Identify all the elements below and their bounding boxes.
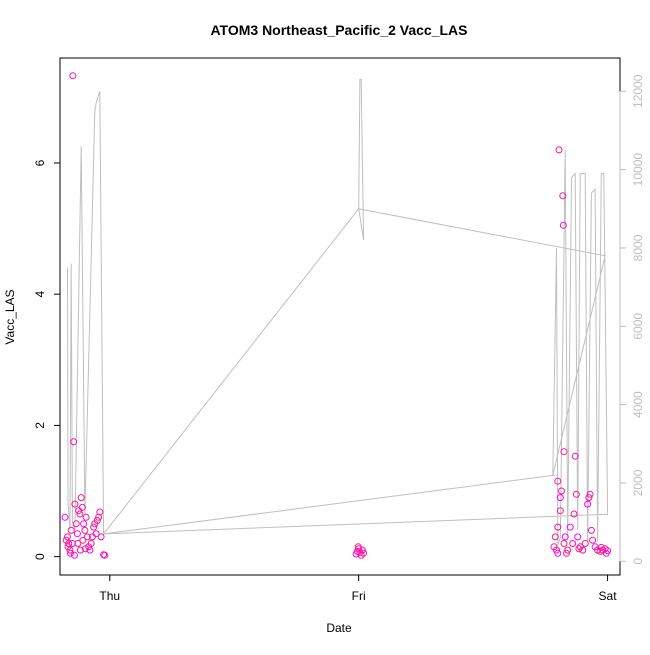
data-point [96,508,104,516]
data-point [556,494,564,502]
data-point [566,523,574,531]
data-point [76,510,84,518]
data-point [585,494,593,502]
data-point [554,477,562,485]
x-axis-label: Date [326,621,352,635]
data-point [79,536,87,544]
data-point [81,545,89,553]
data-point [551,533,559,541]
data-point [559,221,567,229]
data-point [74,540,82,547]
data-point [560,448,568,456]
x-tick-label: Sat [599,589,618,603]
data-point [87,540,95,547]
data-point [70,438,78,446]
x-axis: Thu Fri Sat [99,575,617,603]
y2-tick-label: 6000 [631,313,645,340]
y-axis: 0 2 4 6 [33,159,60,560]
data-point [86,546,94,554]
data-point [77,494,85,502]
y2-tick-label: 12000 [631,74,645,108]
data-point [589,536,597,544]
data-point [358,546,366,554]
y2-tick-label: 2000 [631,469,645,496]
data-point [61,513,69,521]
data-point [76,546,84,554]
altitude-line [67,79,609,546]
data-point [92,530,100,538]
data-point [78,503,86,511]
data-point [69,72,77,80]
y-tick-label: 0 [33,553,47,560]
data-point [569,540,577,547]
data-point [574,533,582,541]
data-point [587,526,595,534]
data-point [561,533,569,541]
data-point [354,543,362,551]
data-point [602,549,610,557]
data-point [579,546,587,554]
data-point [360,549,368,557]
data-point [73,530,81,538]
data-point [70,551,78,559]
y-tick-label: 2 [33,422,47,429]
data-point [80,520,88,528]
data-point [586,490,594,498]
data-point [93,517,101,524]
data-point [554,523,562,531]
data-point [64,543,72,551]
y-tick-label: 4 [33,291,47,298]
data-point [101,551,109,559]
data-point [560,540,568,547]
y2-tick-label: 0 [631,558,645,565]
plot-frame [59,57,621,576]
x-tick-label: Fri [352,589,366,603]
data-point [97,533,105,541]
data-point [82,513,90,521]
data-point [570,510,578,518]
data-point [67,526,75,534]
data-point [81,526,89,534]
data-point [71,500,79,508]
data-point [64,533,71,541]
data-point [563,549,570,557]
data-point [559,192,567,200]
data-point [67,549,74,557]
data-point [95,513,103,521]
data-point [564,546,572,554]
y2-tick-label: 8000 [631,234,645,261]
data-point [550,543,558,551]
data-point [554,549,562,557]
data-point [597,543,605,551]
data-point [90,523,98,531]
y-axis-label: Vacc_LAS [3,289,17,344]
data-point [584,500,592,508]
data-point [62,536,70,544]
x-tick-label: Thu [99,589,120,603]
data-point [556,507,564,515]
data-point [555,146,563,154]
data-point [572,490,580,498]
data-point [581,540,589,547]
y-tick-label: 6 [33,159,47,166]
altitude-line-layer [67,79,609,546]
data-point [571,452,579,460]
data-point [558,487,565,495]
y2-axis: 0 2000 4000 6000 8000 10000 12000 [619,74,645,565]
scatter-points-layer [61,72,612,559]
data-point [83,533,91,541]
data-point [575,545,583,553]
data-point [72,520,80,528]
chart-title: ATOM3 Northeast_Pacific_2 Vacc_LAS [210,22,467,38]
y2-tick-label: 10000 [631,153,645,187]
y2-tick-label: 4000 [631,391,645,418]
